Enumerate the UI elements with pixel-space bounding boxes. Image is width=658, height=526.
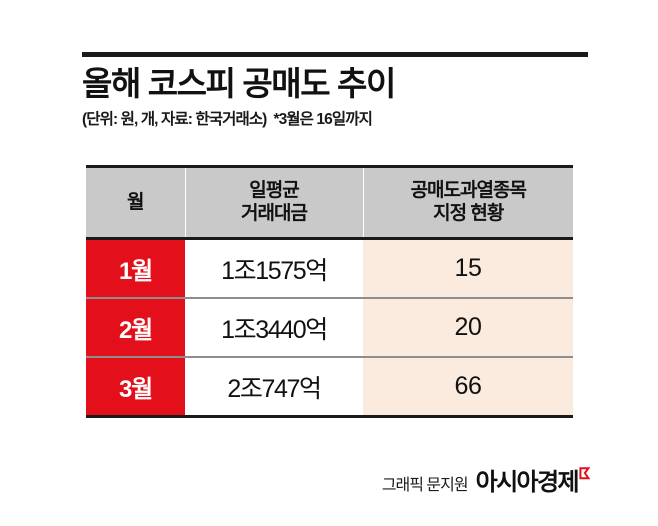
column-header-month-line1: 월	[127, 191, 144, 213]
table-header: 월 일평균 거래대금 공매도과열종목 지정 현황	[86, 164, 573, 241]
cell-overheated: 15	[363, 238, 573, 300]
table-body: 1월 1조1575억 15 2월 1조3440억 20 3월 2조747억 66	[86, 238, 573, 419]
table-header-row: 월 일평균 거래대금 공매도과열종목 지정 현황	[86, 164, 573, 241]
column-header-overheated-line2: 지정 현황	[433, 203, 504, 225]
pennant-icon	[579, 467, 590, 480]
cell-month: 1월	[86, 238, 185, 300]
title-top-rule	[82, 52, 588, 57]
column-header-month: 월	[86, 164, 186, 241]
subtitle: (단위: 원, 개, 자료: 한국거래소) *3월은 16일까지	[82, 107, 588, 129]
data-table-wrapper: 월 일평균 거래대금 공매도과열종목 지정 현황 1월 1조1575억	[86, 164, 573, 419]
kospi-short-selling-table: 월 일평균 거래대금 공매도과열종목 지정 현황 1월 1조1575억	[86, 164, 573, 419]
column-header-avg-value: 일평균 거래대금	[185, 164, 364, 241]
page-title: 올해 코스피 공매도 추이	[82, 65, 396, 102]
graphic-credit-label: 그래픽 문지원	[381, 477, 469, 494]
cell-avg-value: 1조1575억	[185, 238, 363, 300]
subtitle-note: *3월은 16일까지	[273, 110, 372, 128]
cell-overheated: 66	[363, 357, 573, 419]
brand-name: 아시아경제	[475, 469, 580, 496]
cell-overheated: 20	[363, 298, 573, 359]
table-row: 1월 1조1575억 15	[86, 238, 573, 300]
cell-avg-value: 1조3440억	[185, 298, 363, 359]
table-row: 3월 2조747억 66	[86, 357, 573, 419]
cell-avg-value: 2조747억	[185, 357, 363, 419]
column-header-avg-value-line1: 일평균	[249, 180, 299, 201]
column-header-overheated: 공매도과열종목 지정 현황	[363, 164, 573, 241]
footer-credit: 그래픽 문지원 아시아경제	[382, 462, 590, 497]
table-row: 2월 1조3440억 20	[86, 298, 573, 359]
cell-month: 2월	[86, 298, 185, 359]
cell-month: 3월	[86, 357, 185, 419]
column-header-overheated-line1: 공매도과열종목	[410, 180, 527, 201]
subtitle-units: (단위: 원, 개, 자료: 한국거래소)	[82, 110, 267, 128]
brand-wordmark: 아시아경제	[476, 462, 590, 497]
column-header-avg-value-line2: 거래대금	[241, 203, 308, 225]
title-block: 올해 코스피 공매도 추이 (단위: 원, 개, 자료: 한국거래소) *3월은 …	[82, 52, 588, 129]
